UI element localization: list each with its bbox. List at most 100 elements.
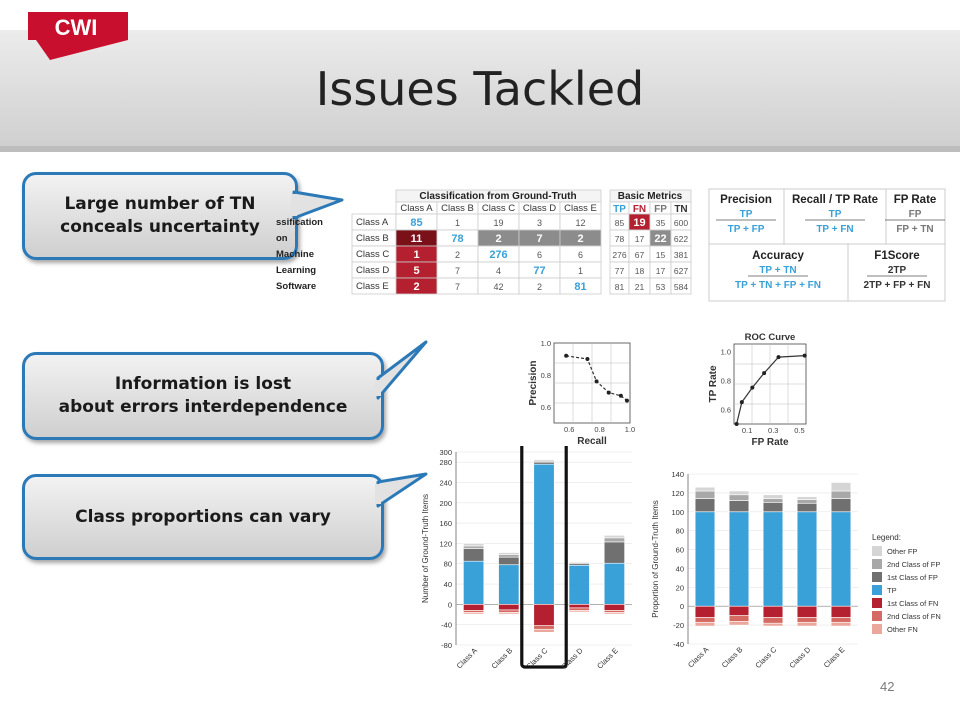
formula-denominator-f1: 2TP + FP + FN [864, 280, 931, 291]
legend-swatch [872, 572, 882, 582]
count-bar-segment [568, 607, 590, 611]
confusion-cell-value: 2 [495, 233, 501, 245]
prop-y-tick: 20 [676, 583, 684, 592]
callout-interdependence-pointer [375, 340, 428, 400]
count-bar-segment [533, 628, 555, 633]
legend-label: 2nd Class of FP [887, 560, 940, 569]
prop-bar-segment [694, 498, 716, 513]
confusion-cell-value: 1 [455, 218, 460, 228]
prop-bar-segment [796, 621, 818, 627]
prop-category-label: Class A [686, 645, 710, 669]
roc-point [734, 422, 739, 426]
formula-title-f1: F1Score [874, 250, 919, 262]
prop-bar-segment [830, 482, 852, 492]
formula-numerator-f1: 2TP [888, 265, 907, 276]
roc-x-tick: 0.1 [742, 426, 752, 435]
count-y-tick: 40 [444, 580, 452, 589]
confusion-column-header: Class D [523, 203, 556, 214]
count-y-tick: 200 [439, 499, 452, 508]
confusion-row-group-label: Machine [276, 249, 314, 260]
proportion-bar-chart: 140 120 100 80 60 40 20 0 -20 -40 Proportion of Gr… [651, 470, 941, 670]
prop-bar-segment [728, 621, 750, 626]
basic-metrics-cell-value: 17 [656, 266, 666, 276]
basic-metrics-column-header: TP [613, 204, 626, 215]
count-bar-segment [498, 609, 520, 613]
callout-tn-line2: conceals uncertainty [60, 217, 260, 237]
pr-y-tick: 0.8 [541, 371, 551, 380]
count-bar-segment [463, 610, 485, 613]
basic-metrics-column-header: TN [674, 204, 687, 215]
callout-proportions-pointer [375, 472, 428, 508]
confusion-cell-value: 5 [413, 265, 419, 277]
prop-y-label: Proportion of Ground-Truth Items [651, 500, 660, 618]
roc-title: ROC Curve [745, 332, 796, 343]
legend-title: Legend: [872, 533, 901, 542]
count-y-label: Number of Ground-Truth Items [421, 494, 430, 603]
count-category-label: Class A [455, 646, 479, 670]
prop-bar-segment [728, 615, 750, 622]
count-bar-segment [463, 548, 485, 562]
confusion-cell-value: 6 [578, 250, 583, 260]
pr-x-tick: 0.6 [564, 425, 574, 434]
basic-metrics-cell-value: 15 [656, 250, 666, 260]
prop-y-tick: 80 [676, 527, 684, 536]
prop-bar-segment [694, 511, 716, 607]
prop-bar-segment [728, 511, 750, 607]
count-bar-segment [533, 463, 555, 605]
pr-point [585, 357, 590, 361]
confusion-group-header: Classification from Ground-Truth [419, 191, 576, 202]
legend-label: 1st Class of FN [887, 599, 938, 608]
roc-x-tick: 0.5 [794, 426, 804, 435]
legend-label: 2nd Class of FN [887, 612, 941, 621]
formula-numerator-recall: TP [829, 209, 842, 220]
confusion-cell-value: 7 [536, 233, 542, 245]
count-bar-segment [533, 459, 555, 462]
precision-recall-chart: 0.6 0.8 1.0 0.6 0.8 1.0 Recall Precision [528, 339, 635, 447]
confusion-cell-value: 42 [493, 282, 503, 292]
callout-interdependence-line1: Information is lost [114, 374, 292, 395]
count-bar-segment [603, 534, 625, 539]
confusion-cell-value: 12 [575, 218, 585, 228]
roc-point [762, 371, 767, 376]
roc-y-tick: 0.6 [721, 405, 731, 414]
header-divider [0, 146, 960, 152]
basic-metrics-cell-value: 67 [635, 250, 645, 260]
prop-bar-segment [694, 617, 716, 623]
roc-x-tick: 0.3 [768, 426, 778, 435]
prop-bar-segment [728, 500, 750, 513]
basic-metrics-cell-value: 600 [674, 218, 688, 228]
confusion-cell [559, 277, 602, 295]
count-y-tick: 300 [439, 448, 452, 457]
count-bar-segment [463, 604, 485, 611]
callout-tn-pointer [291, 190, 344, 220]
prop-bar-segment [762, 622, 784, 627]
count-bar-segment [603, 610, 625, 613]
basic-metrics-cell-value: 584 [674, 282, 688, 292]
page-number: 42 [880, 679, 895, 694]
basic-metrics-cell-value: 85 [615, 218, 625, 228]
count-highlight-frame [520, 446, 568, 669]
prop-bar-segment [728, 490, 750, 496]
formula-title-recall: Recall / TP Rate [792, 194, 878, 206]
legend-label: TP [887, 586, 897, 595]
prop-y-tick: 60 [676, 546, 684, 555]
count-bar-segment [498, 564, 520, 605]
callout-proportions: Class proportions can vary [22, 474, 384, 560]
formula-denominator-precision: TP + FP [728, 224, 765, 235]
prop-bar-segment [796, 605, 818, 618]
formula-title-precision: Precision [720, 194, 772, 206]
confusion-cell-value: 77 [533, 265, 545, 277]
confusion-column-header: Class E [564, 203, 597, 214]
count-bar-segment [498, 556, 520, 566]
slide-title: Issues Tackled [315, 62, 645, 116]
callout-tn-line1: Large number of TN [64, 194, 256, 215]
count-y-tick: -80 [441, 641, 452, 650]
basic-metrics-cell-value: 77 [615, 266, 625, 276]
count-y-tick: -40 [441, 621, 452, 630]
roc-point [750, 385, 755, 390]
prop-bar-segment [694, 490, 716, 499]
confusion-column-header: Class C [482, 203, 515, 214]
prop-bar-segment [762, 494, 784, 499]
prop-y-tick: 0 [680, 602, 684, 611]
cwi-logo: CWI [28, 12, 128, 60]
